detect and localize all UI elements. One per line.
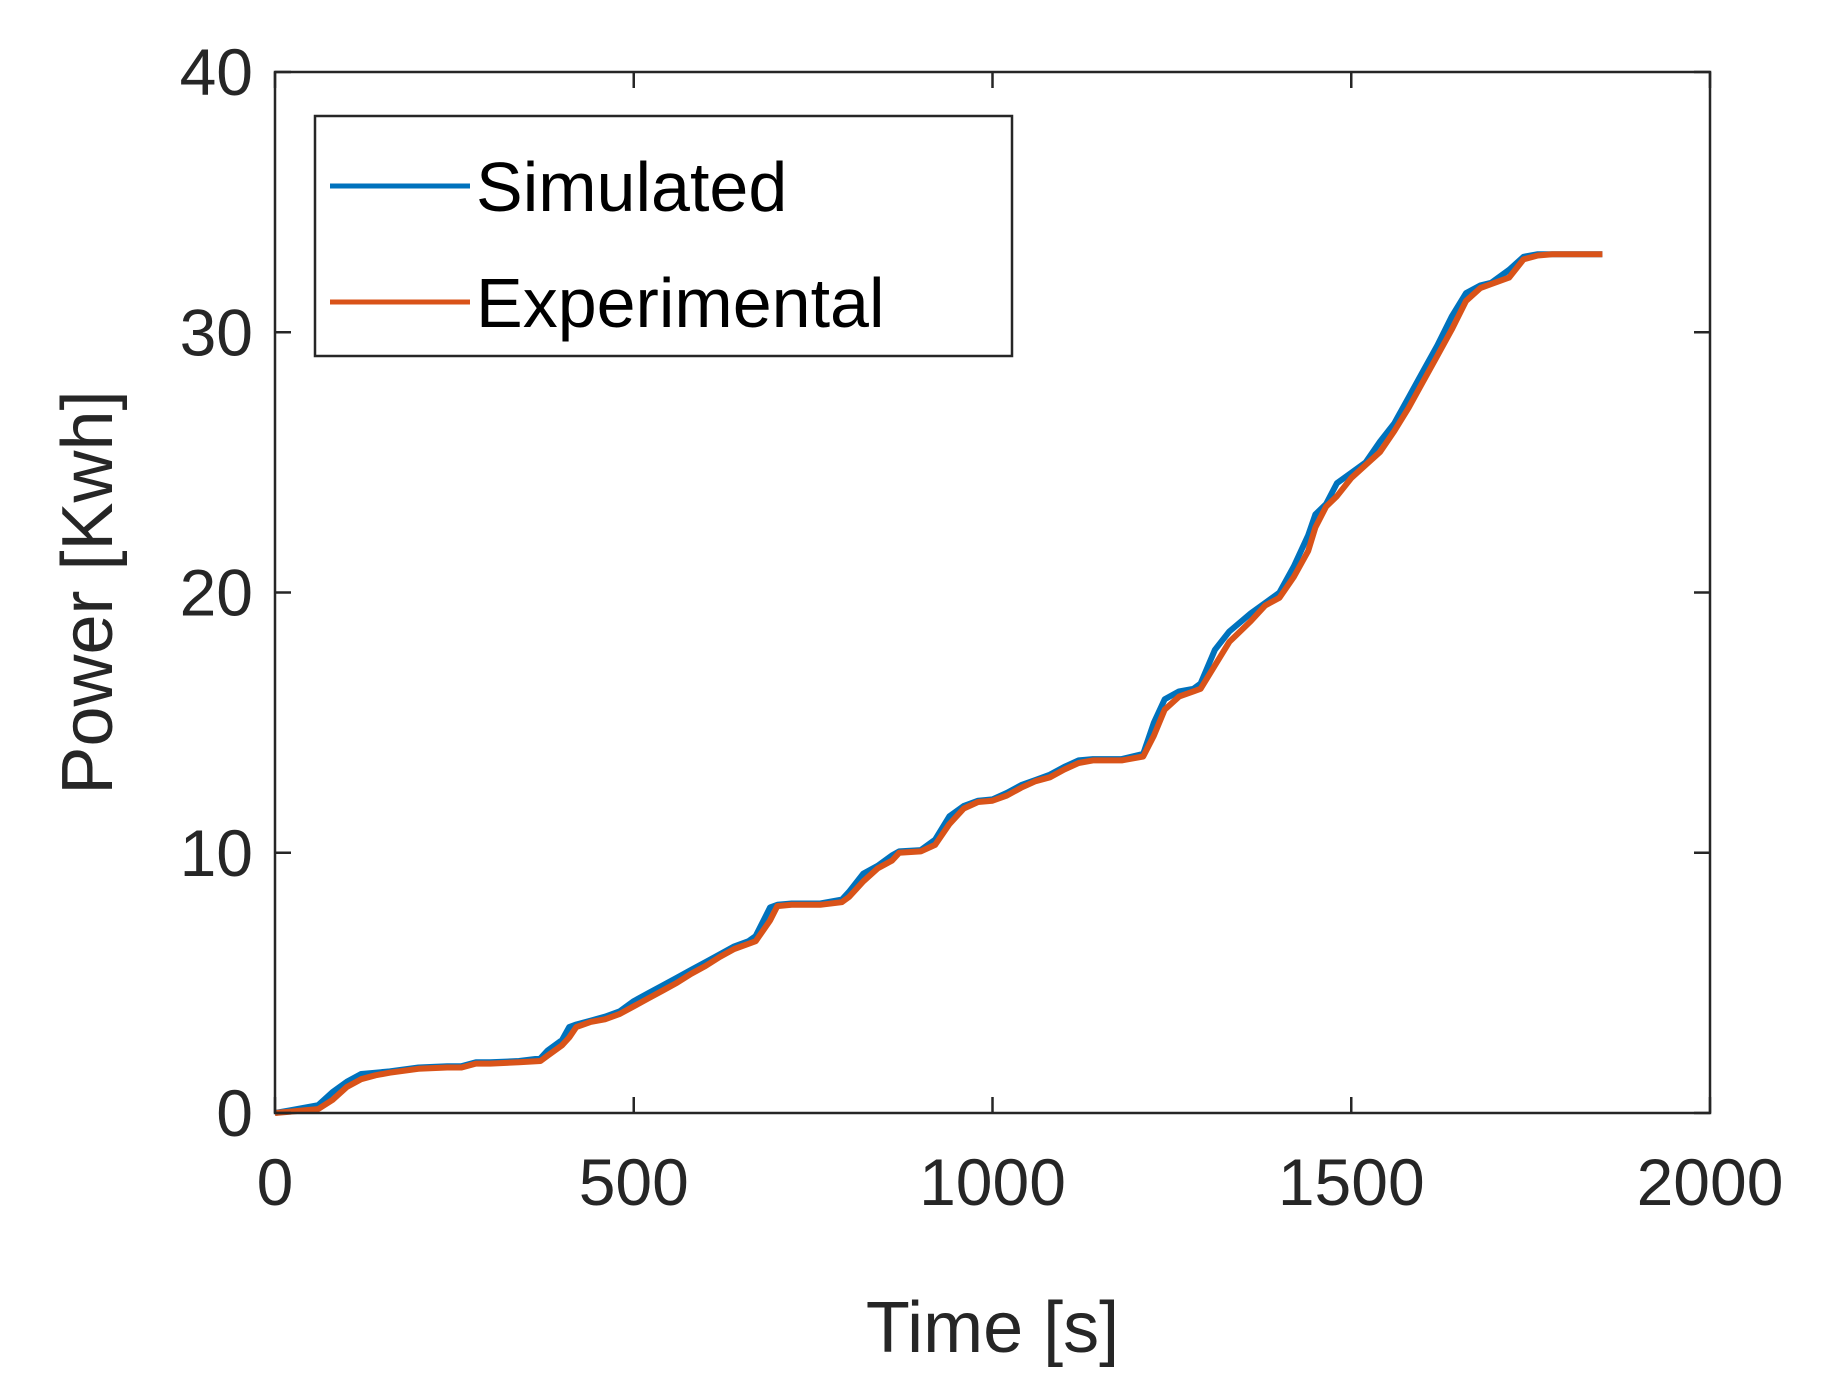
plot-lines — [274, 251, 1603, 1116]
legend: Simulated Experimental — [313, 114, 1014, 358]
tick-marks — [273, 70, 1712, 1115]
x-tick-label: 500 — [579, 1145, 689, 1219]
tick-labels: 0 500 1000 1500 2000 0 10 20 30 40 — [180, 35, 1784, 1219]
y-axis-label: Power [Kwh] — [48, 390, 128, 794]
x-tick-label: 2000 — [1637, 1145, 1784, 1219]
x-axis-label: Time [s] — [866, 1288, 1119, 1368]
y-tick-label: 20 — [180, 556, 253, 630]
y-tick-label: 10 — [180, 816, 253, 890]
y-tick-label: 40 — [180, 35, 253, 109]
series-line-experimental — [274, 251, 1603, 1116]
x-tick-label: 1500 — [1278, 1145, 1425, 1219]
series-line-simulated — [274, 251, 1603, 1116]
legend-label-simulated: Simulated — [476, 148, 787, 226]
y-tick-label: 30 — [180, 295, 253, 369]
legend-label-experimental: Experimental — [476, 264, 885, 342]
x-tick-label: 1000 — [919, 1145, 1066, 1219]
y-tick-label: 0 — [216, 1076, 253, 1150]
legend-box — [313, 114, 1014, 358]
x-tick-label: 0 — [257, 1145, 294, 1219]
